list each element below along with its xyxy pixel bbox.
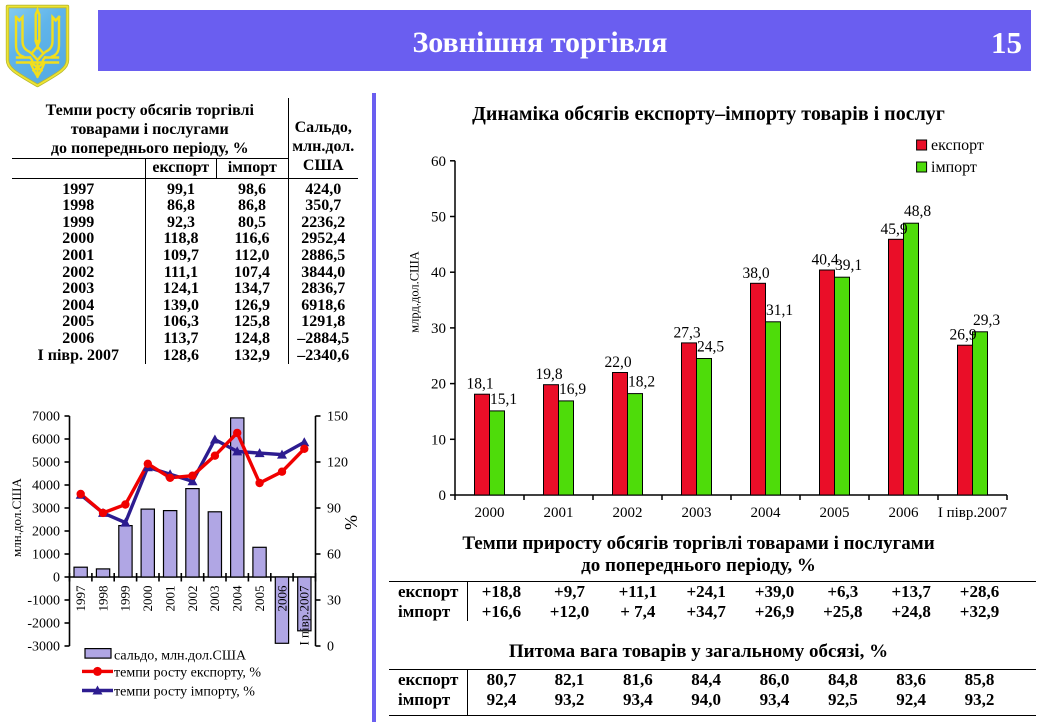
svg-text:5000: 5000 bbox=[32, 456, 60, 471]
svg-text:30: 30 bbox=[327, 594, 341, 609]
svg-text:27,3: 27,3 bbox=[673, 324, 700, 341]
svg-text:24,5: 24,5 bbox=[697, 339, 724, 356]
svg-text:60: 60 bbox=[327, 548, 341, 563]
svg-text:26,9: 26,9 bbox=[949, 327, 976, 344]
svg-text:І півр.2007: І півр.2007 bbox=[297, 585, 312, 646]
svg-text:імпорт: імпорт bbox=[931, 159, 977, 176]
svg-text:3000: 3000 bbox=[32, 502, 60, 517]
svg-text:темпи росту експорту, %: темпи росту експорту, % bbox=[114, 666, 261, 681]
svg-text:10: 10 bbox=[431, 432, 446, 448]
svg-text:48,8: 48,8 bbox=[904, 203, 931, 220]
svg-text:2004: 2004 bbox=[751, 505, 782, 521]
svg-text:%: % bbox=[341, 515, 361, 530]
svg-text:-2000: -2000 bbox=[27, 617, 60, 632]
svg-text:1000: 1000 bbox=[32, 548, 60, 563]
svg-text:4000: 4000 bbox=[32, 479, 60, 494]
svg-text:40: 40 bbox=[431, 265, 446, 281]
svg-text:1998: 1998 bbox=[95, 586, 110, 612]
svg-text:млрд.дол.США: млрд.дол.США bbox=[408, 251, 422, 333]
svg-text:29,3: 29,3 bbox=[973, 312, 1000, 329]
svg-text:38,0: 38,0 bbox=[742, 265, 769, 282]
svg-text:0: 0 bbox=[53, 571, 60, 586]
svg-text:експорт: експорт bbox=[931, 137, 984, 154]
svg-text:40,4: 40,4 bbox=[811, 252, 838, 269]
svg-text:18,2: 18,2 bbox=[628, 374, 655, 391]
svg-text:2001: 2001 bbox=[162, 586, 177, 612]
svg-text:І півр.2007: І півр.2007 bbox=[938, 505, 1008, 521]
svg-text:7000: 7000 bbox=[32, 410, 60, 425]
svg-text:2000: 2000 bbox=[140, 586, 155, 612]
svg-text:1999: 1999 bbox=[118, 586, 133, 612]
svg-text:2005: 2005 bbox=[252, 586, 267, 612]
svg-text:16,9: 16,9 bbox=[559, 381, 586, 398]
svg-text:22,0: 22,0 bbox=[604, 354, 631, 371]
svg-text:19,8: 19,8 bbox=[535, 366, 562, 383]
svg-text:2000: 2000 bbox=[475, 505, 505, 521]
svg-text:2006: 2006 bbox=[274, 585, 289, 612]
svg-text:60: 60 bbox=[431, 154, 446, 170]
svg-text:150: 150 bbox=[327, 410, 348, 425]
svg-text:2000: 2000 bbox=[32, 525, 60, 540]
svg-text:2002: 2002 bbox=[613, 505, 643, 521]
svg-text:15,1: 15,1 bbox=[490, 391, 517, 408]
svg-text:2002: 2002 bbox=[185, 586, 200, 612]
svg-text:2003: 2003 bbox=[207, 586, 222, 612]
svg-text:2005: 2005 bbox=[820, 505, 850, 521]
svg-text:6000: 6000 bbox=[32, 433, 60, 448]
svg-text:120: 120 bbox=[327, 456, 348, 471]
svg-text:2003: 2003 bbox=[682, 505, 712, 521]
svg-text:18,1: 18,1 bbox=[466, 376, 493, 393]
svg-text:2001: 2001 bbox=[544, 505, 574, 521]
svg-text:90: 90 bbox=[327, 502, 341, 517]
svg-text:30: 30 bbox=[431, 321, 446, 337]
svg-text:39,1: 39,1 bbox=[835, 257, 862, 274]
svg-text:2006: 2006 bbox=[889, 505, 920, 521]
svg-text:2004: 2004 bbox=[230, 585, 245, 612]
svg-text:-1000: -1000 bbox=[27, 594, 60, 609]
svg-text:темпи росту імпорту, %: темпи росту імпорту, % bbox=[114, 685, 255, 700]
svg-text:-3000: -3000 bbox=[27, 640, 60, 655]
svg-text:20: 20 bbox=[431, 377, 446, 393]
svg-text:0: 0 bbox=[327, 640, 334, 655]
svg-text:50: 50 bbox=[431, 210, 446, 226]
svg-text:млн.дол.США: млн.дол.США bbox=[9, 478, 24, 557]
svg-text:45,9: 45,9 bbox=[880, 221, 907, 238]
svg-text:сальдо, млн.дол.США: сальдо, млн.дол.США bbox=[114, 649, 247, 664]
svg-text:1997: 1997 bbox=[73, 585, 88, 612]
svg-text:0: 0 bbox=[439, 488, 447, 504]
svg-text:31,1: 31,1 bbox=[766, 302, 793, 319]
